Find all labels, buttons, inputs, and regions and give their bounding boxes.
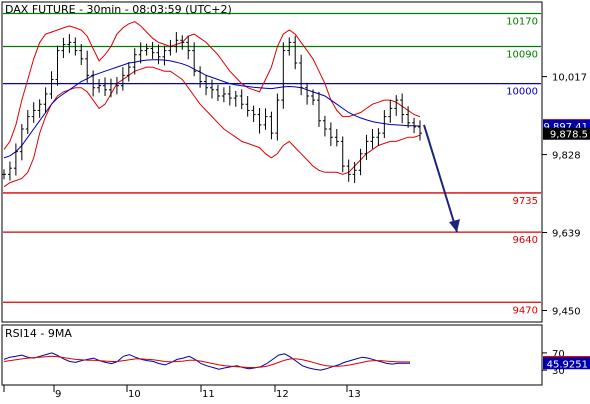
x-tick-label: 10	[128, 389, 141, 400]
rsi-line	[3, 352, 410, 371]
rsi-plot	[3, 352, 410, 371]
y-tick-label: 10,017	[552, 73, 587, 84]
rsi-badge-label: 45.9251	[547, 359, 588, 370]
level-label: 10170	[506, 16, 538, 27]
forecast-arrowhead	[449, 219, 460, 233]
price-badge	[543, 119, 590, 132]
level-label: 9735	[513, 196, 538, 207]
axes: 10,0179,8289,6399,4509,899.59,897.419,87…	[3, 73, 590, 400]
price-badge-label: 9,897.41	[543, 122, 588, 133]
rsi-panel-frame	[1, 324, 543, 386]
level-label: 9470	[513, 305, 538, 316]
overlay-line	[3, 21, 421, 150]
chart-title: DAX FUTURE - 30min - 08:03:59 (UTC+2)	[5, 3, 232, 16]
level-label: 10090	[506, 49, 538, 60]
x-tick-label: 11	[202, 389, 215, 400]
forecast-arrow	[423, 124, 458, 233]
price-badge	[543, 127, 590, 140]
price-plot: 10170 10090 10000 9735 9640 9470	[2, 12, 541, 316]
rsi-tick-label: 70	[552, 349, 565, 360]
rsi-badge	[543, 357, 590, 370]
price-panel-frame	[1, 1, 543, 323]
rsi-title: RSI14 - 9MA	[5, 327, 72, 340]
rsi-line	[3, 355, 410, 368]
overlay-line	[3, 59, 421, 159]
overlay-line	[3, 66, 421, 188]
level-label: 9640	[513, 235, 538, 246]
y-tick-label: 9,639	[552, 229, 581, 240]
y-tick-label: 9,828	[552, 151, 581, 162]
x-tick-label: 9	[55, 389, 61, 400]
y-tick-label: 9,450	[552, 307, 581, 318]
level-label: 10000	[506, 87, 538, 98]
price-badge-label: 9,878.5	[550, 130, 588, 141]
x-tick-label: 13	[348, 389, 361, 400]
x-tick-label: 12	[276, 389, 289, 400]
rsi-tick-label: 30	[552, 366, 565, 377]
